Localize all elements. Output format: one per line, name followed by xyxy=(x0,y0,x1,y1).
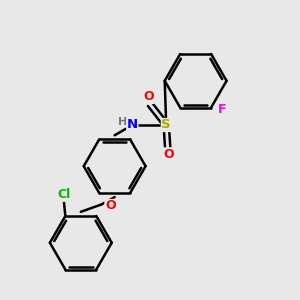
Text: O: O xyxy=(143,91,154,103)
Text: O: O xyxy=(164,148,175,161)
Text: Cl: Cl xyxy=(57,188,70,201)
Text: O: O xyxy=(105,200,116,212)
Text: F: F xyxy=(218,103,226,116)
Text: N: N xyxy=(127,118,138,131)
Text: S: S xyxy=(161,118,171,131)
Text: H: H xyxy=(118,117,128,127)
